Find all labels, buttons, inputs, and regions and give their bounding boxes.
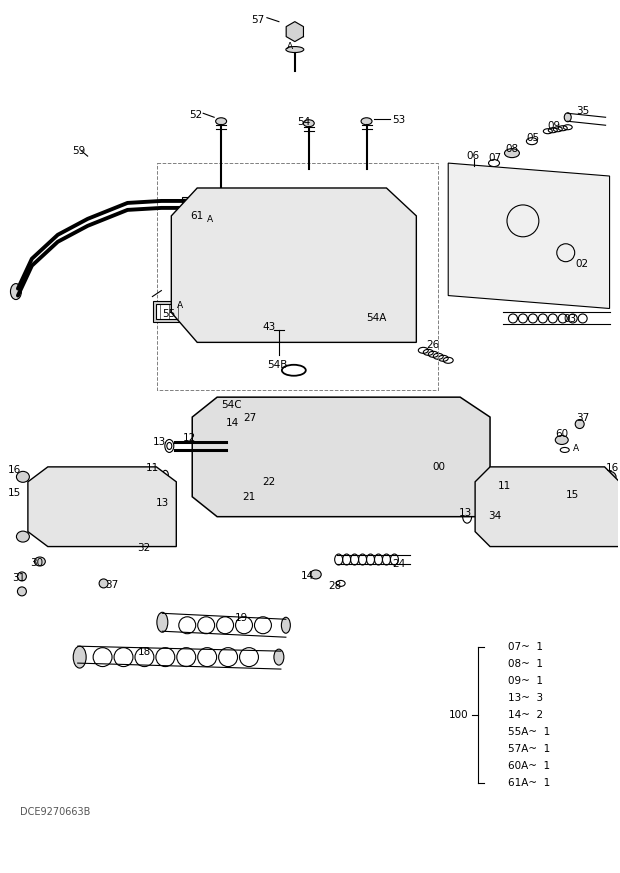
Ellipse shape (17, 471, 29, 482)
Text: 19: 19 (235, 614, 249, 623)
Ellipse shape (198, 217, 208, 225)
Text: 43: 43 (262, 322, 275, 333)
Text: A: A (287, 42, 293, 51)
Text: 05: 05 (526, 134, 539, 143)
Text: 07~  1: 07~ 1 (508, 643, 543, 652)
Bar (156, 304, 182, 320)
Text: 54: 54 (297, 117, 310, 127)
Text: 31: 31 (12, 574, 25, 583)
Text: 18: 18 (138, 647, 151, 657)
Polygon shape (448, 163, 609, 308)
Text: 57A~  1: 57A~ 1 (508, 744, 550, 753)
Text: 57: 57 (251, 15, 264, 24)
Text: 35: 35 (576, 107, 589, 116)
Text: 15: 15 (8, 488, 21, 498)
Polygon shape (192, 397, 490, 517)
Ellipse shape (17, 572, 27, 581)
Ellipse shape (303, 120, 314, 127)
Text: 37: 37 (576, 413, 589, 423)
Text: 13: 13 (459, 508, 472, 518)
Text: 52: 52 (189, 110, 203, 120)
Ellipse shape (216, 118, 226, 125)
Text: 11: 11 (146, 463, 159, 473)
Text: 02: 02 (576, 258, 589, 269)
Ellipse shape (226, 420, 239, 429)
Text: 22: 22 (262, 477, 275, 487)
Ellipse shape (11, 284, 22, 299)
Bar (153, 300, 185, 322)
Polygon shape (28, 467, 176, 546)
Text: 54C: 54C (221, 400, 242, 410)
Text: 28: 28 (329, 581, 342, 591)
Text: 08~  1: 08~ 1 (508, 659, 543, 669)
Text: 59: 59 (72, 146, 85, 156)
Text: A: A (177, 300, 184, 310)
Text: 16: 16 (606, 463, 619, 473)
Text: 08: 08 (505, 144, 518, 155)
Ellipse shape (575, 420, 584, 429)
Text: 61: 61 (190, 211, 203, 221)
Polygon shape (475, 467, 619, 546)
Text: 09: 09 (548, 121, 561, 131)
Ellipse shape (99, 579, 108, 588)
Text: 06: 06 (466, 151, 479, 162)
Bar (157, 163, 438, 390)
Text: 14: 14 (226, 418, 239, 428)
Text: 00: 00 (432, 462, 445, 472)
Text: 14~  2: 14~ 2 (508, 710, 543, 720)
Ellipse shape (556, 436, 569, 444)
Bar (182, 197, 196, 211)
Ellipse shape (603, 471, 616, 482)
Ellipse shape (310, 570, 321, 579)
Ellipse shape (505, 148, 520, 158)
Ellipse shape (264, 464, 278, 475)
Ellipse shape (281, 617, 290, 633)
Text: 14: 14 (301, 572, 314, 581)
Text: 09~  1: 09~ 1 (508, 676, 543, 686)
Text: A: A (207, 215, 213, 223)
Ellipse shape (564, 113, 571, 121)
Text: 24: 24 (392, 559, 405, 568)
Text: 07: 07 (488, 153, 501, 163)
Text: 60: 60 (555, 429, 568, 439)
Ellipse shape (157, 612, 168, 632)
Ellipse shape (34, 557, 45, 566)
Text: 55: 55 (162, 308, 175, 319)
Text: 55A~  1: 55A~ 1 (508, 727, 550, 737)
Text: 13: 13 (153, 437, 166, 447)
Ellipse shape (254, 417, 264, 423)
Text: 54B: 54B (267, 361, 287, 370)
Text: 15: 15 (565, 490, 579, 499)
Text: 03: 03 (564, 314, 577, 325)
Text: 54A: 54A (366, 313, 387, 324)
Ellipse shape (17, 587, 27, 596)
Ellipse shape (275, 325, 283, 330)
Text: 11: 11 (498, 481, 511, 491)
Ellipse shape (286, 46, 304, 52)
Text: 26: 26 (427, 340, 440, 350)
Text: 13~  3: 13~ 3 (508, 693, 543, 703)
Text: 27: 27 (243, 413, 256, 423)
Text: 60A~  1: 60A~ 1 (508, 760, 550, 771)
Polygon shape (171, 188, 417, 342)
Text: DCE9270663B: DCE9270663B (20, 807, 91, 816)
Text: 34: 34 (488, 511, 502, 520)
Text: 100: 100 (448, 710, 468, 720)
Text: 16: 16 (8, 465, 21, 475)
Ellipse shape (17, 531, 29, 542)
Text: 37: 37 (105, 581, 119, 590)
Ellipse shape (361, 118, 372, 125)
Ellipse shape (73, 646, 86, 668)
Text: 13: 13 (156, 498, 169, 508)
Text: 61A~  1: 61A~ 1 (508, 778, 550, 787)
Text: 53: 53 (392, 115, 405, 126)
Polygon shape (286, 22, 303, 42)
Text: A: A (573, 444, 579, 453)
Ellipse shape (603, 531, 616, 542)
Text: 30: 30 (30, 558, 43, 567)
Text: 32: 32 (138, 543, 151, 553)
Text: 21: 21 (242, 491, 255, 502)
Ellipse shape (274, 650, 284, 665)
Text: 12: 12 (184, 433, 197, 443)
